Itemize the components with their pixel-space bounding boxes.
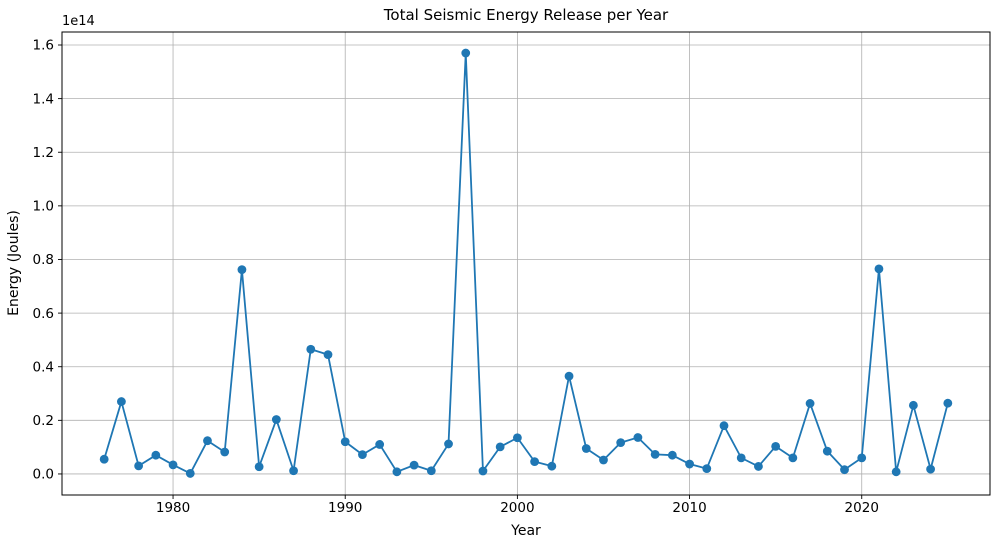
x-tick-label: 2000 — [500, 500, 534, 516]
data-point — [685, 459, 694, 469]
data-point — [185, 469, 195, 478]
data-point — [840, 465, 849, 475]
x-axis-label: Year — [511, 523, 541, 539]
y-tick-label: 0.2 — [33, 413, 54, 429]
data-point — [426, 466, 436, 476]
y-tick-label: 1.2 — [33, 145, 54, 161]
axes-frame — [61, 31, 991, 496]
data-point — [547, 461, 557, 471]
data-point — [719, 421, 729, 431]
data-point — [581, 444, 591, 453]
data-point — [409, 460, 419, 470]
data-point — [392, 467, 402, 477]
data-point — [203, 436, 212, 446]
data-point — [943, 398, 953, 408]
y-tick-label: 0.6 — [33, 306, 54, 322]
data-point — [254, 462, 264, 472]
data-point — [495, 442, 505, 452]
data-point — [530, 457, 540, 467]
x-tick-label: 2020 — [845, 500, 879, 516]
y-tick-label: 0.8 — [33, 252, 54, 268]
data-point — [926, 464, 935, 474]
data-point — [891, 467, 901, 477]
data-point — [702, 464, 712, 473]
data-point — [375, 440, 385, 449]
y-tick-label: 1.4 — [33, 91, 54, 107]
data-point — [564, 371, 574, 381]
y-tick-label: 1.0 — [33, 199, 54, 215]
data-point — [117, 397, 126, 406]
chart-title: Total Seismic Energy Release per Year — [383, 6, 669, 24]
data-point — [99, 454, 109, 464]
y-axis-offset-label: 1e14 — [62, 14, 95, 29]
x-tick-label: 1980 — [156, 500, 190, 516]
data-point — [874, 264, 884, 274]
data-line — [103, 52, 949, 475]
data-point — [168, 460, 178, 470]
x-tick-label: 1990 — [328, 500, 362, 516]
data-point — [220, 447, 230, 457]
data-point — [358, 450, 367, 460]
data-point — [771, 441, 781, 451]
data-point — [151, 450, 161, 460]
data-point — [340, 437, 350, 447]
data-point — [306, 344, 316, 354]
data-point — [857, 453, 867, 463]
data-point — [512, 433, 522, 443]
data-point — [237, 265, 247, 275]
data-point — [822, 446, 832, 456]
data-point — [599, 455, 608, 465]
data-point — [289, 466, 298, 476]
data-point — [633, 433, 643, 442]
data-point — [650, 449, 660, 459]
data-point — [754, 462, 763, 471]
y-tick-label: 0.0 — [33, 467, 54, 483]
data-point — [788, 453, 798, 463]
y-tick-label: 1.6 — [33, 38, 54, 54]
data-point — [134, 461, 144, 471]
data-point — [323, 350, 333, 360]
y-tick-label: 0.4 — [33, 359, 54, 375]
data-point — [616, 438, 626, 447]
data-point — [271, 415, 281, 424]
data-point — [461, 48, 471, 58]
x-tick-label: 2010 — [672, 500, 706, 516]
data-point — [908, 400, 918, 410]
data-point — [667, 450, 677, 460]
data-point — [444, 439, 453, 449]
data-point — [805, 399, 815, 408]
data-point — [478, 466, 488, 476]
data-point — [736, 453, 746, 463]
